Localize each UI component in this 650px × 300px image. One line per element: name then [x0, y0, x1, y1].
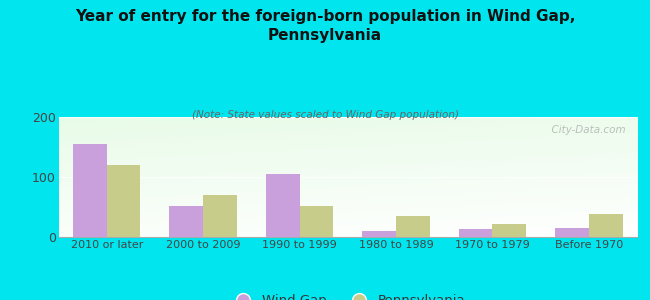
- Bar: [459, 229, 493, 237]
- Bar: [362, 231, 396, 237]
- Bar: [589, 214, 623, 237]
- Bar: [107, 165, 140, 237]
- Text: Year of entry for the foreign-born population in Wind Gap,
Pennsylvania: Year of entry for the foreign-born popul…: [75, 9, 575, 43]
- Bar: [170, 206, 203, 237]
- Bar: [266, 174, 300, 237]
- Bar: [73, 144, 107, 237]
- Bar: [396, 216, 430, 237]
- Bar: [555, 228, 589, 237]
- Text: (Note: State values scaled to Wind Gap population): (Note: State values scaled to Wind Gap p…: [192, 110, 458, 119]
- Bar: [300, 206, 333, 237]
- Legend: Wind Gap, Pennsylvania: Wind Gap, Pennsylvania: [225, 289, 471, 300]
- Bar: [493, 224, 526, 237]
- Text: City-Data.com: City-Data.com: [545, 125, 625, 135]
- Bar: [203, 195, 237, 237]
